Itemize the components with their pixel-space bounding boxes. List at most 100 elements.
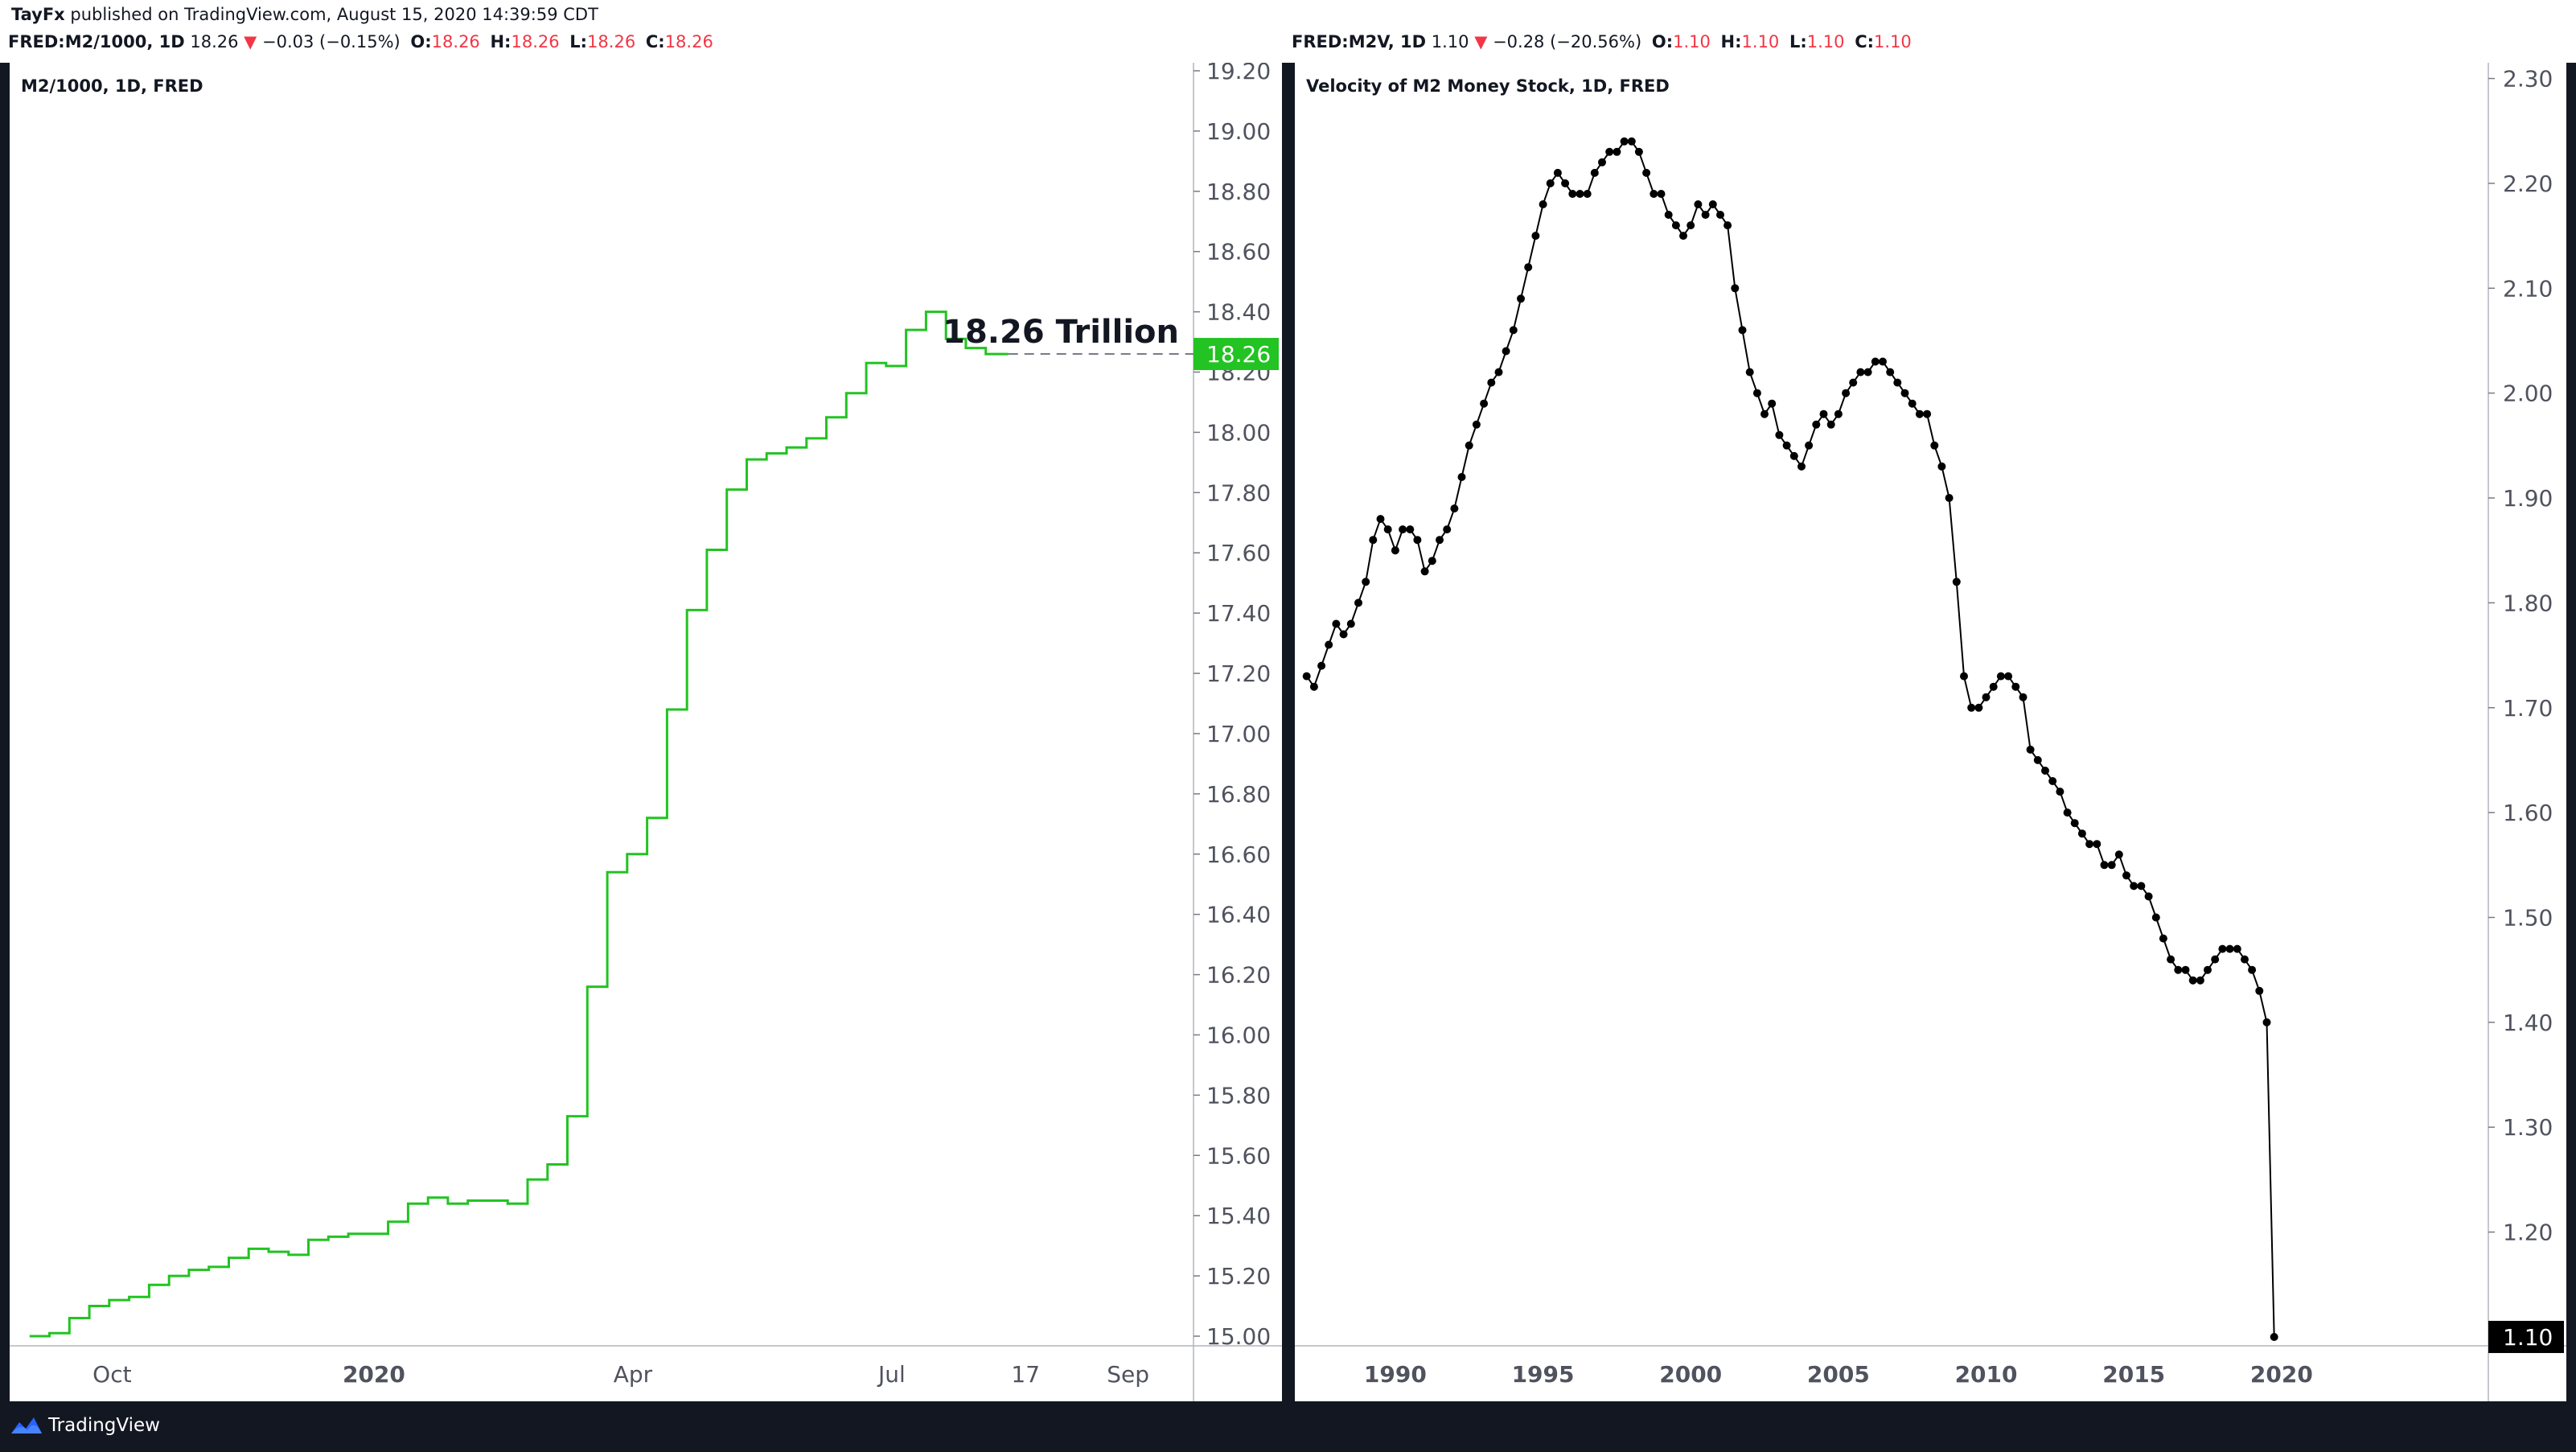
left-x-tick-label: Oct [92,1361,131,1388]
left-y-tick-label: 16.60 [1206,841,1271,868]
m2v-point [1553,168,1562,177]
m2v-point [2144,892,2153,901]
m2v-point [1812,420,1821,429]
m2v-point [1805,441,1814,450]
m2v-point [1745,368,1754,376]
m2v-point [1339,630,1348,639]
m2v-point [1317,661,1326,670]
m2v-point [1842,389,1851,397]
m2v-point [1502,347,1510,356]
m2v-point [1760,409,1769,418]
left-high-value: 18.26 [511,32,560,51]
m2v-point [1849,378,1858,387]
right-y-tick-label: 1.60 [2503,800,2553,826]
m2v-point [1406,525,1415,534]
brand-name[interactable]: TradingView [48,1415,160,1436]
m2v-point [1952,578,1961,586]
m2v-point [1517,294,1525,303]
right-down-arrow-icon: ▼ [1474,32,1488,51]
right-x-tick-label: 1995 [1512,1361,1575,1388]
m2v-point [1369,536,1378,545]
left-high-label: H: [490,32,512,51]
left-y-tick-label: 15.80 [1206,1082,1271,1109]
m2v-point [1863,368,1872,376]
m2v-point [1309,682,1318,691]
m2v-point [1399,525,1407,534]
m2v-point [1539,200,1547,208]
right-high-label: H: [1720,32,1742,51]
m2v-point [1671,221,1680,230]
m2v-point [1723,221,1732,230]
m2v-point [2041,767,2049,775]
right-last-value-badge [2488,1320,2564,1353]
m2v-point [2100,861,2109,870]
left-y-tick-label: 16.00 [1206,1022,1271,1048]
left-x-tick-label: Sep [1107,1361,1149,1388]
left-change: −0.03 (−0.15%) [262,32,401,51]
m2v-point [2026,745,2035,754]
m2v-point [2255,986,2264,995]
right-symbol[interactable]: FRED:M2V, 1D [1292,32,1427,51]
publisher-line: TayFx published on TradingView.com, Augu… [11,5,598,24]
publisher-text: published on TradingView.com, August 15,… [64,5,598,24]
m2v-chart-panel[interactable]: Velocity of M2 Money Stock, 1D, FRED 2.30… [1295,63,2566,1401]
m2v-point [1775,430,1784,439]
m2v-point [2196,976,2204,985]
publisher-user[interactable]: TayFx [11,5,65,24]
m2v-point [1879,357,1887,366]
right-x-tick-label: 2015 [2102,1361,2165,1388]
m2v-point [1546,179,1555,187]
m2v-point [1443,525,1452,534]
m2v-point [1346,619,1355,628]
footer-bar: TradingView [0,1401,2576,1452]
m2-chart-panel[interactable]: M2/1000, 1D, FRED 19.20 19.00 18.80 18.60 18.… [10,63,1282,1401]
left-close-label: C: [645,32,665,51]
m2v-point [1945,494,1954,502]
m2v-point [1797,462,1806,471]
right-close-label: C: [1855,32,1875,51]
m2v-point [2241,955,2249,964]
m2v-point [2019,693,2028,701]
m2v-point [1480,399,1489,408]
annotation-18-26-trillion: 18.26 Trillion [943,314,1179,351]
m2v-point [1708,200,1717,208]
m2v-point [1701,211,1710,219]
tradingview-logo-icon[interactable] [10,1414,43,1435]
right-last-value: 1.10 [1431,32,1469,51]
right-y-tick-label: 2.30 [2503,66,2553,93]
right-y-tick-label: 1.20 [2503,1220,2553,1246]
left-y-tick-label: 19.00 [1206,118,1271,145]
m2v-point [2233,944,2241,953]
right-y-tick-label: 2.20 [2503,171,2553,197]
m2v-point [2004,672,2013,681]
left-low-value: 18.26 [587,32,636,51]
left-y-tick-label: 17.40 [1206,600,1271,627]
m2v-point [1561,179,1570,187]
right-high-value: 1.10 [1741,32,1780,51]
left-y-tick-label: 17.20 [1206,660,1271,687]
m2v-point [1531,232,1540,241]
left-symbol[interactable]: FRED:M2/1000, 1D [8,32,185,51]
m2v-point [1487,378,1496,387]
m2v-point [1568,190,1577,198]
m2v-point [2188,976,2197,985]
m2v-point [1576,190,1584,198]
m2-step-line [29,311,1009,1338]
m2v-point [2033,755,2042,764]
right-y-tick-label: 1.30 [2503,1114,2553,1141]
left-x-tick-label: Apr [614,1361,653,1388]
right-change: −0.28 (−20.56%) [1493,32,1642,51]
m2v-point [1420,567,1429,576]
right-x-tick-label: 1990 [1364,1361,1427,1388]
left-y-tick-label: 15.00 [1206,1323,1271,1350]
left-x-tick-label: 2020 [343,1361,405,1388]
m2v-point [1716,211,1724,219]
right-open-label: O: [1651,32,1674,51]
right-open-value: 1.10 [1673,32,1711,51]
left-y-tick-label: 18.00 [1206,419,1271,446]
m2v-point [2056,788,2064,796]
left-close-value: 18.26 [664,32,713,51]
left-y-tick-label: 17.60 [1206,540,1271,566]
left-low-label: L: [569,32,588,51]
m2v-point [1509,326,1518,335]
